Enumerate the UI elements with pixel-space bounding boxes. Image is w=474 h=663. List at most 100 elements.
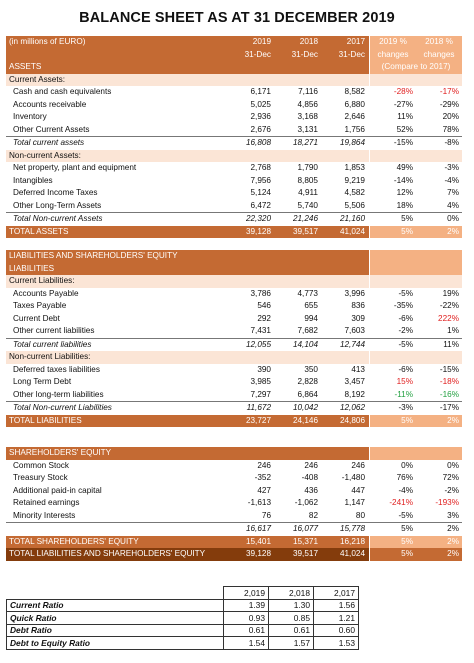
row-label: Other current liabilities (13, 326, 95, 335)
header-row-3: ASSETS (Compare to 2017) (6, 61, 462, 74)
value-2017: 8,582 (344, 87, 366, 96)
value-2017: 4,582 (344, 188, 366, 197)
change-2019: -5% (398, 510, 413, 520)
change-2019: -6% (398, 313, 413, 323)
subsection-label: Current Liabilities: (6, 275, 369, 288)
value-2017: 16,218 (322, 535, 369, 548)
change-2018: 0% (447, 460, 459, 470)
ratios-header-row: 2,019 2,018 2,017 (7, 586, 359, 600)
change-2019: 5% (401, 524, 413, 533)
value-2017: 2,646 (344, 112, 366, 121)
change-2018: -4% (444, 175, 459, 185)
change-2019: 12% (396, 188, 413, 197)
value-2018: 1,790 (297, 163, 319, 172)
table-row: Deferred taxes liabilities 390 350 413 -6% -1… (6, 364, 462, 377)
total-noncurrent-liabilities: Total Non-current Liabilities 11,672 10,04… (6, 401, 462, 415)
change-2018: 11% (443, 339, 459, 349)
table-row: Other Long-Term Assets 6,472 5,740 5,506 18%… (6, 200, 462, 213)
row-label: Other Current Assets (13, 124, 90, 134)
value-2019: 39,128 (228, 548, 275, 561)
row-label: Treasury Stock (13, 473, 68, 482)
value-2018: 994 (304, 313, 318, 323)
compare-note: (Compare to 2017) (370, 61, 462, 74)
balance-sheet-table: (in millions of EURO) 2019 2018 2017 2019 % 2… (6, 36, 462, 561)
subsection-fill (370, 73, 416, 86)
row-label: Total Non-current Assets (13, 214, 103, 223)
assets-label: ASSETS (6, 61, 228, 74)
date-header: 31-Dec (322, 48, 369, 61)
value-2017: 7,603 (344, 326, 366, 335)
row-label: Long Term Debt (13, 377, 72, 386)
table-row: Treasury Stock -352 -408 -1,480 76% 72% (6, 472, 462, 485)
ratio-value: 1.21 (313, 611, 359, 625)
noncurrent-assets-title: Non-current Assets: (6, 149, 462, 162)
value-2018: 39,517 (275, 548, 322, 561)
table-row: Deferred Income Taxes 5,124 4,911 4,582 12% 7… (6, 187, 462, 200)
value-2018: 4,856 (297, 99, 319, 109)
change-2018: -29% (439, 99, 459, 109)
change-2018: -3% (444, 163, 459, 172)
unit-label: (in millions of EURO) (6, 36, 228, 49)
value-2019: 3,985 (250, 377, 272, 386)
change-2018: -17% (439, 87, 459, 96)
value-2019: 16,808 (245, 138, 271, 147)
ratio-year-header: 2,017 (313, 586, 359, 600)
section-fill (370, 447, 416, 460)
change-2018: 2% (416, 535, 462, 548)
value-2017: 1,756 (344, 124, 366, 134)
value-2019: 39,128 (228, 225, 275, 238)
change-subheader: changes (370, 48, 416, 61)
change-2019: 11% (397, 112, 413, 121)
spacer (6, 427, 462, 447)
ratio-value: 1.53 (313, 636, 359, 650)
ratio-value: 1.57 (268, 636, 314, 650)
table-row: Other current liabilities 7,431 7,682 7,603… (6, 325, 462, 338)
row-label: Current Debt (13, 313, 60, 323)
section-label: LIABILITIES (6, 262, 369, 275)
row-label: Total current liabilities (13, 339, 92, 349)
row-label (6, 523, 228, 536)
value-2019: 7,956 (250, 175, 272, 185)
subsection-label: Current Assets: (6, 73, 369, 86)
change-2018: -15% (439, 364, 459, 374)
ratio-row: Quick Ratio 0.93 0.85 1.21 (6, 611, 359, 625)
value-2019: -1,613 (247, 498, 271, 507)
subsection-fill (416, 351, 462, 364)
change-2018: 2% (416, 225, 462, 238)
change-2019: 5% (370, 548, 416, 561)
value-2017: 21,160 (339, 214, 365, 223)
table-row: Long Term Debt 3,985 2,828 3,457 15% -18% (6, 376, 462, 389)
table-row: Minority Interests 76 82 80 -5% 3% (6, 510, 462, 523)
subsection-fill (370, 275, 416, 288)
current-liabilities-title: Current Liabilities: (6, 275, 462, 288)
value-2019: 12,055 (245, 339, 271, 349)
value-2019: 7,297 (250, 389, 272, 399)
value-2019: 6,171 (250, 87, 272, 96)
change-2018: 222% (438, 313, 459, 323)
date-header: 31-Dec (228, 48, 275, 61)
value-2017: 447 (351, 485, 365, 495)
row-label: Cash and cash equivalents (13, 87, 112, 96)
date-header: 31-Dec (275, 48, 322, 61)
table-row: Accounts receivable 5,025 4,856 6,880 -27% -2… (6, 99, 462, 112)
value-2019: 11,672 (246, 403, 271, 412)
liabilities-equity-title: LIABILITIES AND SHAREHOLDERS' EQUITY (6, 250, 462, 263)
ratio-value: 0.61 (268, 623, 314, 637)
table-row: Cash and cash equivalents 6,171 7,116 8,582… (6, 86, 462, 99)
value-2017: 41,024 (322, 548, 369, 561)
table-row: Intangibles 7,956 8,805 9,219 -14% -4% (6, 175, 462, 188)
section-label: SHAREHOLDERS' EQUITY (6, 447, 369, 460)
value-2019: 22,320 (245, 214, 271, 223)
ratios-table: 2,019 2,018 2,017 Current Ratio 1.39 1.30 1.56… (6, 586, 359, 650)
value-2017: 3,457 (344, 377, 366, 386)
ratio-value: 1.54 (223, 636, 269, 650)
section-fill (370, 250, 416, 263)
value-2019: 292 (257, 313, 271, 323)
header-row-2: 31-Dec 31-Dec 31-Dec changes changes (6, 48, 462, 61)
value-2018: 3,131 (297, 124, 319, 134)
header-fill (228, 61, 275, 74)
row-label: Other Long-Term Assets (13, 200, 102, 210)
table-row: Net property, plant and equipment 2,768 1,… (6, 162, 462, 175)
table-row: Inventory 2,936 3,168 2,646 11% 20% (6, 111, 462, 124)
row-label: Accounts receivable (13, 99, 87, 109)
